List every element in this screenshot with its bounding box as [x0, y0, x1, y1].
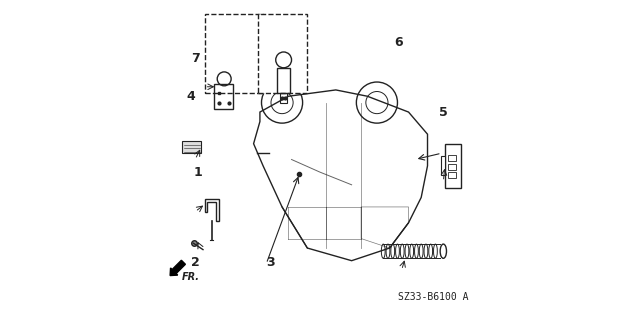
Bar [445, 144, 461, 188]
Text: FR.: FR. [182, 272, 200, 282]
Text: 2: 2 [191, 256, 200, 269]
Text: 3: 3 [267, 256, 275, 269]
Text: 1: 1 [194, 166, 203, 179]
FancyBboxPatch shape [259, 14, 307, 93]
Bar [448, 172, 456, 178]
Text: SZ33-B6100 A: SZ33-B6100 A [398, 292, 468, 302]
Bar [448, 155, 456, 161]
Text: 5: 5 [439, 106, 448, 119]
FancyBboxPatch shape [205, 14, 263, 93]
FancyArrow shape [170, 260, 186, 276]
Text: 6: 6 [395, 36, 403, 49]
Bar [441, 156, 445, 175]
Text: 7: 7 [191, 52, 200, 65]
Bar [448, 164, 456, 170]
Text: 4: 4 [186, 90, 195, 103]
Bar [182, 141, 202, 153]
